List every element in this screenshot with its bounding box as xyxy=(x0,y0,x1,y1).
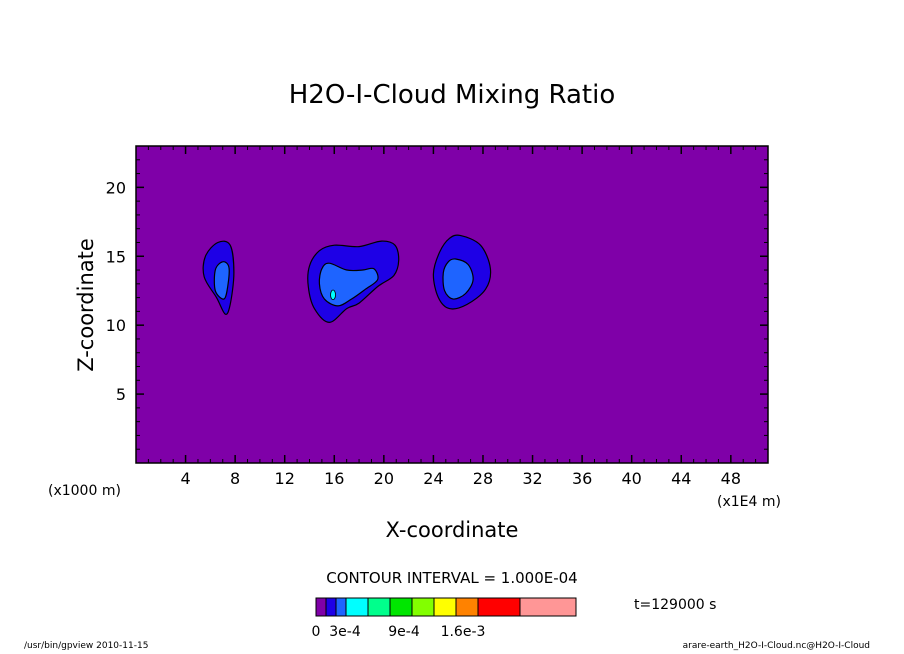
contour-cell-3-level-2 xyxy=(442,258,474,300)
colorbar-tick-label: 1.6e-3 xyxy=(441,624,486,640)
colorbar-swatch xyxy=(345,597,369,617)
colorbar-tick-label: 3e-4 xyxy=(329,624,361,640)
y-axis-label: Z-coordinate xyxy=(74,238,98,372)
x-tick-label: 12 xyxy=(275,469,295,488)
y-tick-label: 20 xyxy=(106,178,126,197)
colorbar-swatch xyxy=(335,597,347,617)
y-tick-label: 10 xyxy=(106,316,126,335)
x-tick-label: 44 xyxy=(671,469,691,488)
colorbar-swatch xyxy=(519,597,577,617)
x-unit-right: (x1E4 m) xyxy=(717,494,781,510)
colorbar-swatch xyxy=(455,597,479,617)
colorbar-swatch xyxy=(433,597,457,617)
colorbar-swatch xyxy=(315,597,327,617)
x-tick-label: 40 xyxy=(622,469,642,488)
footer-left: /usr/bin/gpview 2010-11-15 xyxy=(24,641,149,651)
x-tick-label: 24 xyxy=(423,469,443,488)
colorbar-swatch xyxy=(411,597,435,617)
colorbar-swatch xyxy=(477,597,521,617)
footer-right: arare-earth_H2O-I-Cloud.nc@H2O-I-Cloud xyxy=(682,641,870,651)
colorbar-tick-label: 9e-4 xyxy=(388,624,420,640)
x-tick-label: 20 xyxy=(374,469,394,488)
contour-interval-label: CONTOUR INTERVAL = 1.000E-04 xyxy=(326,569,577,587)
colorbar-swatch xyxy=(389,597,413,617)
colorbar-tick-label: 0 xyxy=(312,624,321,640)
plot-area xyxy=(136,146,768,463)
contour-cell-1-level-2 xyxy=(213,261,230,300)
x-tick-label: 4 xyxy=(180,469,190,488)
colorbar-swatch xyxy=(325,597,337,617)
x-tick-label: 8 xyxy=(230,469,240,488)
colorbar: 0 3e-4 9e-4 1.6e-3 xyxy=(312,597,577,640)
x-tick-label: 32 xyxy=(522,469,542,488)
x-unit-left: (x1000 m) xyxy=(48,483,121,499)
time-label: t=129000 s xyxy=(634,597,716,613)
plot-frame xyxy=(135,145,769,464)
contour-small-blob-1 xyxy=(330,289,336,301)
y-tick-label: 5 xyxy=(116,385,126,404)
x-tick-label: 16 xyxy=(324,469,344,488)
colorbar-swatch xyxy=(367,597,391,617)
x-axis-label: X-coordinate xyxy=(386,518,519,542)
chart-title: H2O-I-Cloud Mixing Ratio xyxy=(289,80,616,110)
y-tick-label: 15 xyxy=(106,247,126,266)
x-tick-label: 28 xyxy=(473,469,493,488)
x-tick-label: 48 xyxy=(721,469,741,488)
x-tick-label: 36 xyxy=(572,469,592,488)
